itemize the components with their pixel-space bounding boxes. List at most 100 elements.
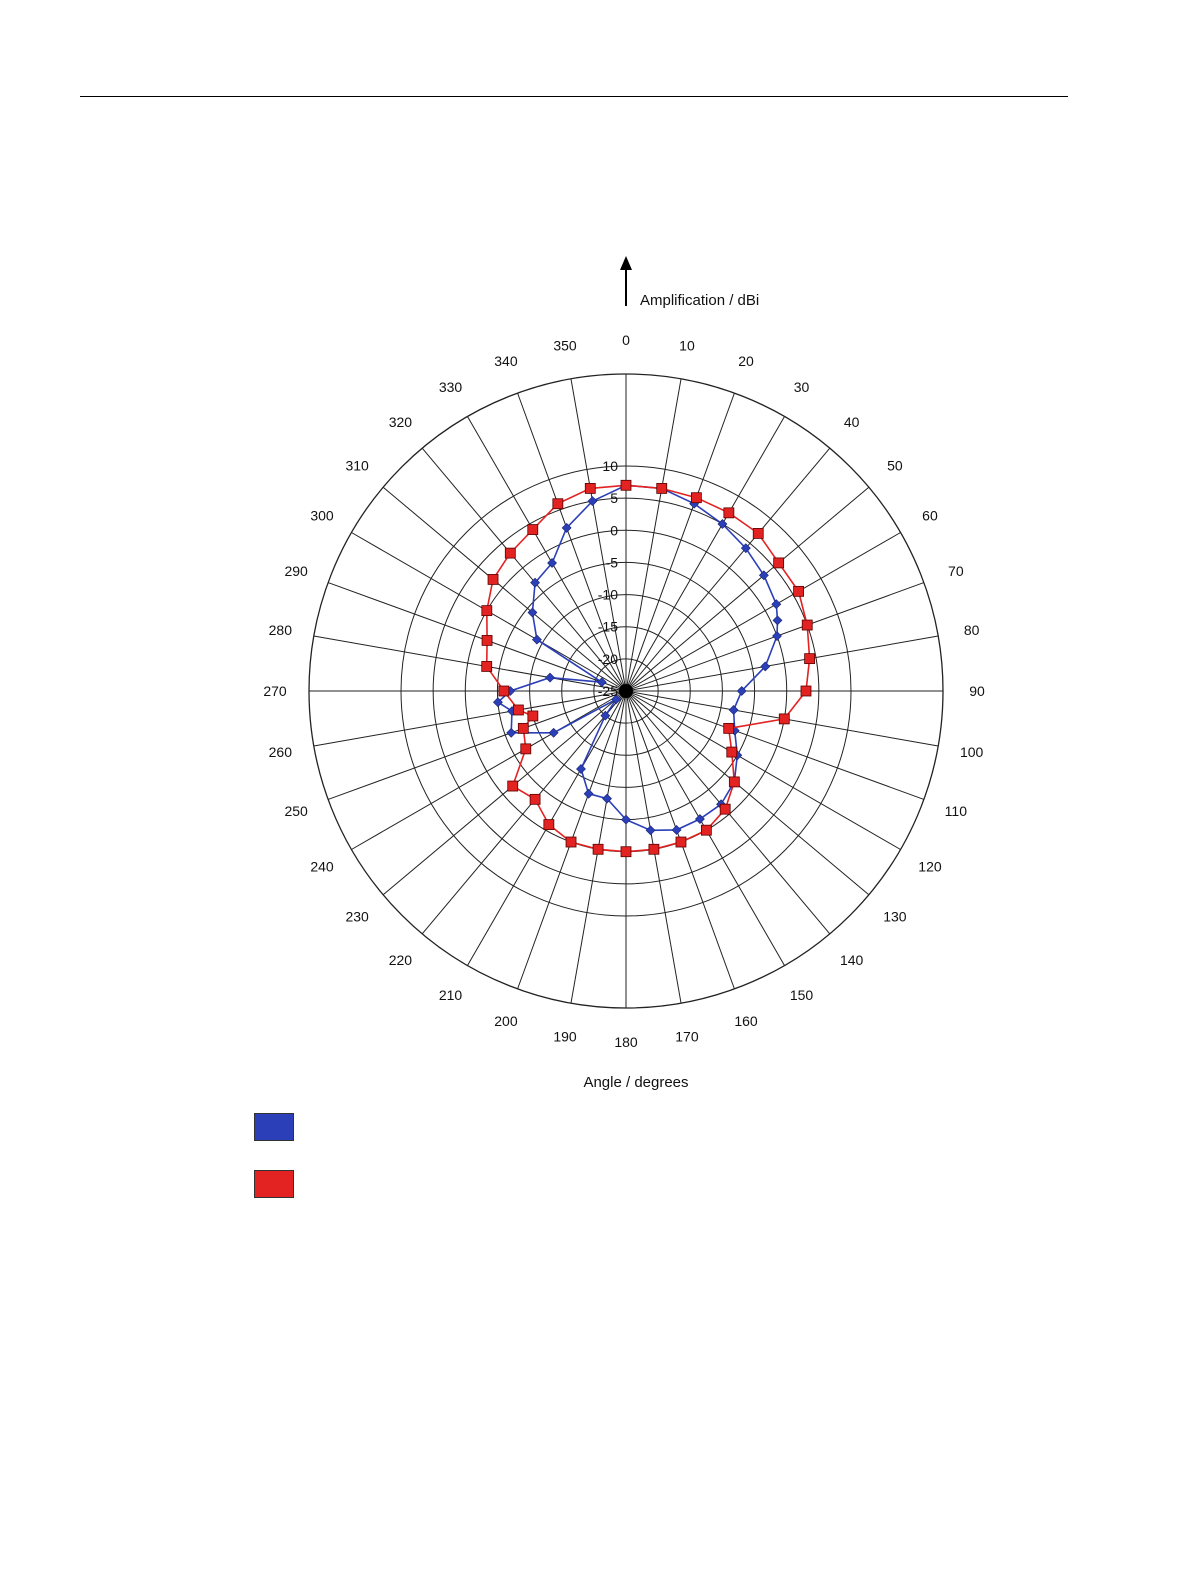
angle-tick-label: 290 bbox=[284, 563, 308, 579]
data-point-red bbox=[527, 710, 539, 722]
data-point-red bbox=[793, 585, 804, 597]
data-point-red bbox=[620, 479, 632, 491]
data-point-blue bbox=[602, 793, 612, 804]
radial-axis-label: Amplification / dBi bbox=[640, 292, 759, 309]
angle-tick-label: 80 bbox=[964, 622, 980, 638]
data-point-blue bbox=[611, 694, 622, 705]
grid-spoke bbox=[421, 690, 627, 935]
data-point-red bbox=[800, 685, 812, 697]
angle-tick-label: 340 bbox=[494, 353, 518, 369]
grid-spoke bbox=[313, 690, 627, 747]
data-point-red bbox=[543, 819, 555, 831]
data-point-red bbox=[773, 557, 785, 569]
angle-tick-label: 40 bbox=[844, 414, 860, 430]
angle-tick-label: 270 bbox=[263, 683, 287, 699]
legend-swatch-blue bbox=[254, 1113, 294, 1141]
data-point-red bbox=[719, 803, 731, 815]
grid-spoke bbox=[625, 447, 831, 692]
grid-spoke bbox=[382, 690, 627, 896]
data-point-red bbox=[527, 524, 539, 535]
angle-tick-label: 350 bbox=[553, 337, 577, 353]
grid-spoke bbox=[351, 690, 627, 850]
data-point-blue bbox=[736, 686, 747, 696]
data-point-blue bbox=[758, 570, 769, 581]
grid-spoke bbox=[382, 486, 627, 692]
data-point-red bbox=[728, 776, 740, 788]
angle-tick-label: 70 bbox=[948, 563, 964, 579]
angle-tick-label: 320 bbox=[389, 414, 413, 430]
data-point-red bbox=[481, 605, 493, 617]
data-point-red bbox=[801, 619, 813, 631]
angular-axis-label: Angle / degrees bbox=[583, 1074, 688, 1091]
data-point-blue bbox=[728, 705, 739, 715]
data-point-red bbox=[565, 836, 577, 848]
data-point-red bbox=[512, 704, 524, 716]
angle-tick-label: 300 bbox=[310, 508, 334, 524]
data-point-blue bbox=[492, 697, 503, 708]
data-point-blue bbox=[530, 577, 541, 588]
angle-tick-label: 280 bbox=[269, 622, 293, 638]
data-point-blue bbox=[645, 825, 656, 836]
angle-tick-label: 120 bbox=[918, 859, 942, 875]
data-point-blue bbox=[772, 615, 783, 626]
angle-tick-label: 240 bbox=[310, 859, 334, 875]
header-rule bbox=[80, 96, 1068, 97]
angle-tick-label: 220 bbox=[389, 952, 413, 968]
radial-tick-label: -25 bbox=[598, 683, 618, 699]
data-point-red bbox=[620, 846, 632, 858]
angle-tick-label: 130 bbox=[883, 909, 907, 925]
angle-tick-label: 0 bbox=[622, 332, 630, 348]
angle-tick-label: 150 bbox=[790, 987, 814, 1003]
chart-marks bbox=[481, 479, 815, 858]
grid-spoke bbox=[625, 392, 735, 692]
data-point-red bbox=[529, 793, 541, 805]
data-point-red bbox=[752, 528, 764, 539]
grid-spoke bbox=[625, 690, 925, 800]
data-point-red bbox=[481, 635, 493, 646]
radial-tick-label: 0 bbox=[610, 522, 618, 538]
chart-labels: 0 102030405060708090100110120130140150160… bbox=[263, 256, 985, 1091]
data-point-blue bbox=[621, 814, 631, 825]
data-point-blue bbox=[760, 661, 771, 672]
centre-hub bbox=[619, 684, 633, 698]
data-point-blue bbox=[545, 672, 555, 683]
polar-grid bbox=[308, 373, 944, 1009]
angle-tick-label: 250 bbox=[284, 803, 308, 819]
angle-tick-label: 90 bbox=[969, 683, 985, 699]
angle-tick-label: 20 bbox=[738, 353, 754, 369]
grid-spoke bbox=[625, 378, 682, 692]
grid-spoke bbox=[625, 486, 870, 692]
grid-spoke bbox=[517, 392, 627, 692]
angle-tick-label: 10 bbox=[679, 337, 695, 353]
data-point-blue bbox=[671, 825, 682, 835]
data-point-red bbox=[584, 483, 596, 494]
angle-tick-label: 30 bbox=[794, 379, 810, 395]
data-point-blue bbox=[600, 710, 611, 721]
angle-tick-label: 180 bbox=[614, 1034, 638, 1050]
grid-spoke bbox=[625, 416, 785, 692]
grid-spoke bbox=[625, 690, 870, 896]
grid-spoke bbox=[570, 378, 627, 692]
data-point-red bbox=[723, 722, 735, 734]
data-point-blue bbox=[576, 764, 586, 774]
data-point-red bbox=[804, 653, 815, 665]
data-point-red bbox=[675, 836, 687, 848]
angle-tick-label: 330 bbox=[439, 379, 463, 395]
data-point-red bbox=[726, 746, 738, 758]
data-point-red bbox=[487, 574, 499, 585]
grid-spoke bbox=[421, 447, 627, 692]
data-point-red bbox=[723, 507, 735, 519]
radial-tick-label: -5 bbox=[606, 554, 619, 570]
data-point-red bbox=[520, 743, 532, 755]
angle-tick-label: 190 bbox=[553, 1029, 577, 1045]
angle-tick-label: 140 bbox=[840, 952, 864, 968]
data-point-red bbox=[507, 780, 519, 792]
angle-tick-label: 210 bbox=[439, 987, 463, 1003]
data-point-blue bbox=[527, 607, 538, 618]
data-point-red bbox=[498, 685, 510, 697]
data-point-red bbox=[517, 722, 529, 734]
data-point-red bbox=[504, 547, 516, 559]
data-point-blue bbox=[548, 727, 559, 738]
data-point-blue bbox=[596, 677, 607, 688]
grid-spoke bbox=[625, 690, 901, 850]
